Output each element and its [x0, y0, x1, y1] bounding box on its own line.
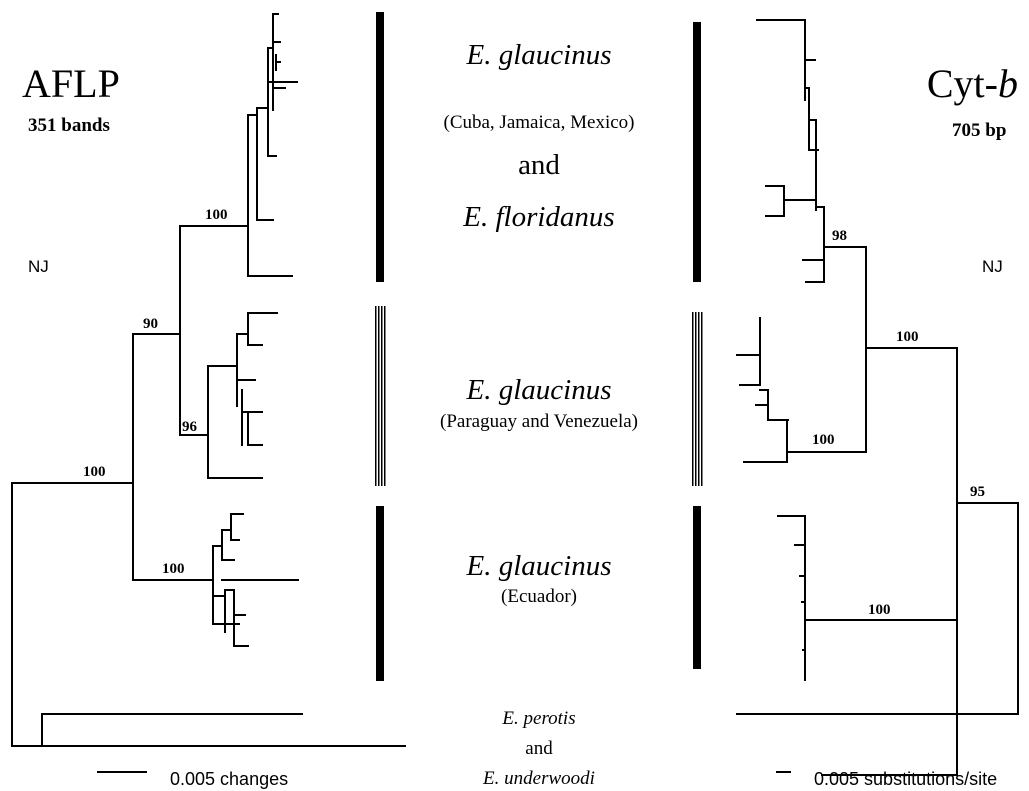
cytb-clade2-branches [736, 317, 789, 463]
aflp-ingroup-backbone [132, 333, 214, 581]
aflp-scale-label: 0.005 changes [170, 769, 288, 789]
clade3-name: E. glaucinus [466, 550, 612, 582]
cytb-support-group12: 100 [896, 329, 919, 345]
cytb-method: NJ [982, 257, 1003, 276]
cytb-group12-backbone [786, 246, 867, 453]
cytb-title-main: Cyt- [927, 61, 998, 106]
clade1-name2: E. floridanus [462, 201, 614, 233]
clade2-bar-left [375, 306, 386, 486]
clade1-bar-right [693, 22, 701, 282]
cytb-clade3-branches [777, 515, 806, 681]
aflp-title: AFLP [22, 61, 120, 106]
aflp-clade2-branches [207, 312, 278, 479]
aflp-scale-bar: 0.005 changes [97, 769, 288, 789]
aflp-support-ingroup: 90 [143, 316, 158, 332]
cytb-scale-label: 0.005 substitutions/site [814, 769, 997, 789]
clade2-name: E. glaucinus [466, 374, 612, 406]
cytb-support-values: 98 100 100 95 100 [812, 228, 985, 618]
clade1-bar-left [376, 12, 384, 282]
aflp-support-root: 100 [83, 464, 106, 480]
aflp-outgroup-branch [41, 713, 406, 747]
cytb-title-italic: b [998, 61, 1018, 106]
aflp-subtitle: 351 bands [28, 115, 110, 136]
aflp-branches [11, 13, 406, 747]
clade3-bar-right [693, 506, 701, 669]
clade-bars-left [375, 12, 386, 681]
aflp-tree: AFLP 351 bands NJ 100 90 96 100 100 [11, 13, 406, 789]
clade2-bar-right [692, 312, 703, 486]
aflp-support-clade2: 96 [182, 419, 198, 435]
cytb-ingroup-backbone [804, 347, 958, 621]
cytb-support-root: 95 [970, 484, 985, 500]
cytb-clade1-branches [756, 19, 825, 283]
outgroup-name2: E. underwoodi [482, 768, 595, 789]
clade3-bar-left [376, 506, 384, 681]
aflp-clade1-branches [247, 13, 298, 277]
aflp-group12-backbone [179, 225, 249, 436]
outgroup-connector: and [525, 738, 553, 759]
cytb-scale-bar: 0.005 substitutions/site [776, 769, 997, 789]
clade-bars-right [692, 22, 703, 669]
aflp-clade3-branches [212, 513, 299, 647]
clade1-name1: E. glaucinus [466, 39, 612, 71]
clade3-region: (Ecuador) [501, 586, 577, 607]
clade1-connector: and [518, 149, 560, 181]
clade-labels: E. glaucinus (Cuba, Jamaica, Mexico) and… [440, 39, 638, 789]
cytb-outgroup-branch [736, 502, 1019, 715]
cytb-title: Cyt-b [927, 61, 1018, 106]
aflp-method: NJ [28, 257, 49, 276]
cytb-support-clade3: 100 [868, 602, 891, 618]
cytb-support-clade2: 100 [812, 432, 835, 448]
cytb-root-branch [821, 502, 1019, 776]
cytb-subtitle: 705 bp [952, 120, 1006, 141]
aflp-support-clade3: 100 [162, 561, 185, 577]
outgroup-name1: E. perotis [501, 708, 575, 729]
cytb-branches [736, 19, 1019, 776]
clade2-region: (Paraguay and Venezuela) [440, 411, 638, 432]
aflp-support-clade1: 100 [205, 207, 228, 223]
clade1-region: (Cuba, Jamaica, Mexico) [444, 112, 635, 133]
cytb-tree: Cyt-b 705 bp NJ 98 100 100 95 100 [736, 19, 1019, 789]
aflp-root-branch [11, 482, 134, 747]
aflp-support-values: 100 90 96 100 100 [83, 207, 228, 577]
cytb-support-clade1: 98 [832, 228, 847, 244]
